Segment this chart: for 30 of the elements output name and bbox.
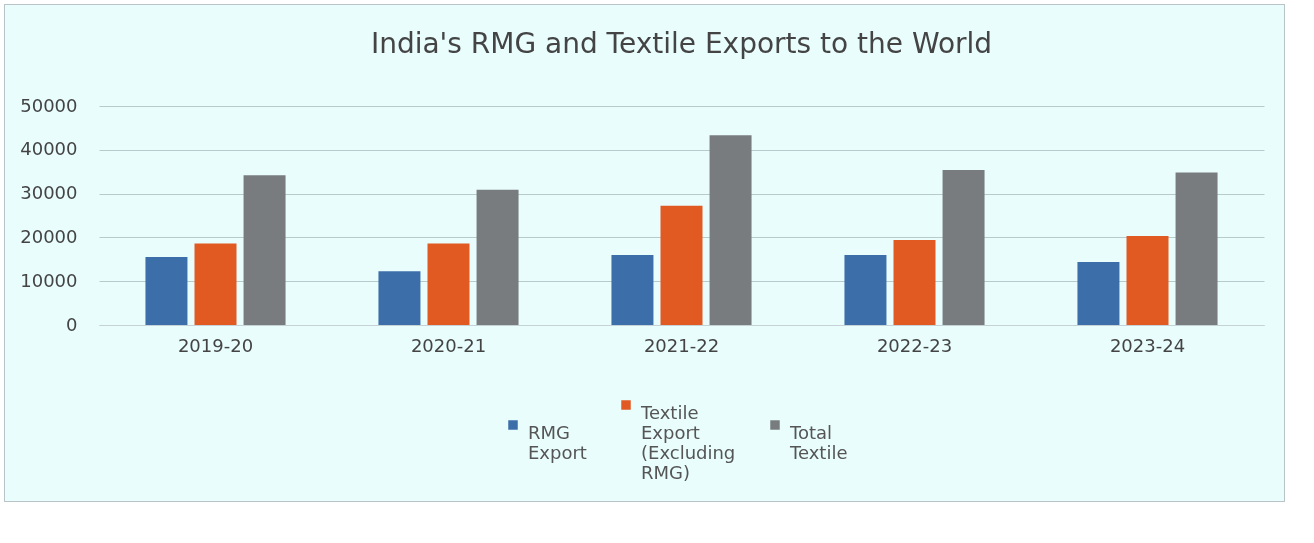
x-tick-label: 2021-22 (643, 334, 720, 356)
bar (893, 240, 936, 325)
y-tick-label: 50000 (20, 94, 78, 116)
bar (660, 205, 703, 325)
bar (844, 254, 887, 325)
x-tick-label: 2023-24 (1109, 334, 1186, 356)
legend-label: Total Textile (789, 422, 848, 463)
bar (1175, 172, 1218, 325)
bar (1077, 261, 1120, 325)
bar (243, 175, 286, 325)
bar (709, 135, 752, 325)
y-tick-label: 20000 (20, 225, 78, 247)
bar (427, 243, 470, 325)
legend-label: Textile Export (Excluding RMG) (640, 402, 736, 483)
bar (1126, 236, 1169, 325)
legend-label: RMG Export (528, 422, 587, 463)
x-tick-label: 2019-20 (177, 334, 254, 356)
bar (145, 257, 188, 325)
bar (942, 169, 985, 325)
y-tick-label: 40000 (20, 138, 78, 160)
chart-title: India's RMG and Textile Exports to the World (370, 27, 993, 60)
y-tick-label: 0 (66, 313, 78, 335)
y-tick-label: 10000 (20, 269, 78, 291)
bar (476, 189, 519, 325)
bar (194, 243, 237, 325)
x-tick-label: 2022-23 (876, 334, 953, 356)
x-tick-label: 2020-21 (410, 334, 487, 356)
bar (378, 271, 421, 325)
bar (611, 254, 654, 325)
y-tick-label: 30000 (20, 182, 78, 204)
